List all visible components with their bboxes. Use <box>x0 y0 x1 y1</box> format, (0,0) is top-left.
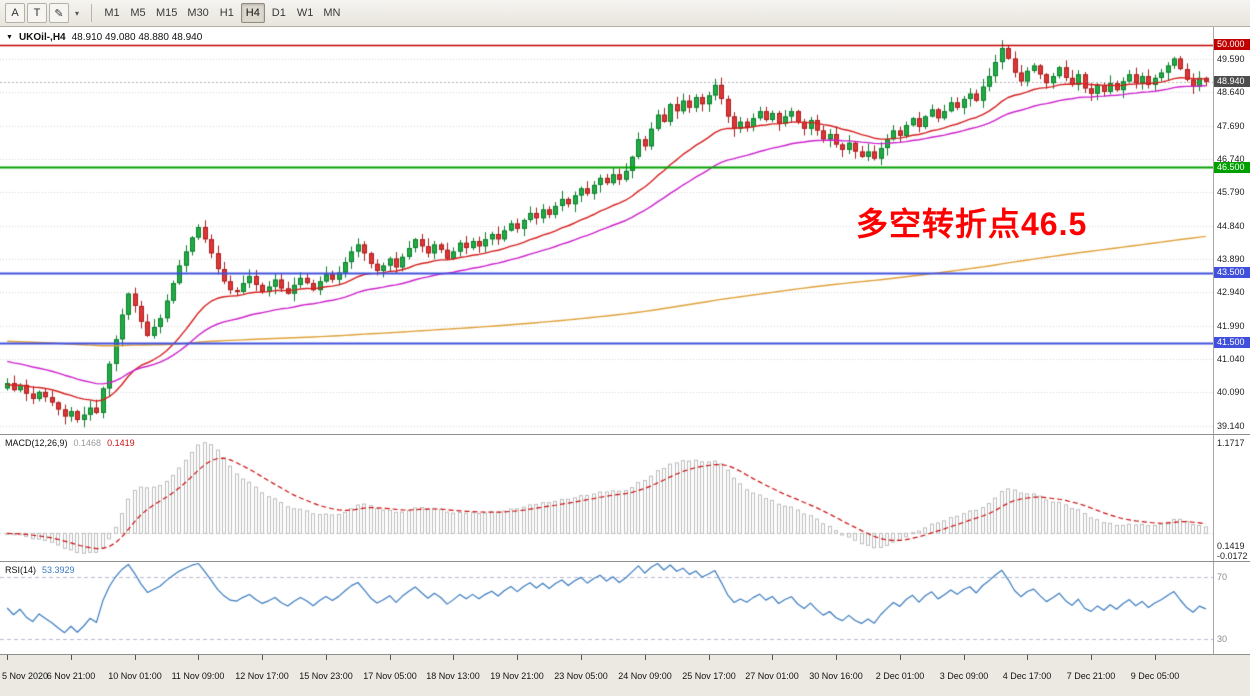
time-tick <box>709 655 710 660</box>
rsi-scale[interactable]: 70 30 <box>1213 562 1250 654</box>
time-axis-label: 3 Dec 09:00 <box>939 671 989 681</box>
support-43-5-badge: 43.500 <box>1214 267 1250 279</box>
scale-label: 40.090 <box>1217 387 1245 398</box>
chart-symbol-timeframe: UKOil-,H4 <box>18 32 66 43</box>
chart-ohlc-values: 48.910 49.080 48.880 48.940 <box>71 32 203 43</box>
macd-signal-value: 0.1419 <box>107 438 135 448</box>
time-axis-label: 27 Nov 01:00 <box>745 671 799 681</box>
scale-label: 46.740 <box>1217 153 1245 164</box>
macd-scale[interactable]: 1.1717 0.1419 -0.0172 <box>1213 435 1250 561</box>
price-chart-canvas[interactable] <box>0 27 1213 434</box>
scale-label: 48.640 <box>1217 87 1245 98</box>
scale-label: 41.040 <box>1217 353 1245 364</box>
chart-menu-icon[interactable]: ▼ <box>6 34 13 41</box>
rsi-canvas[interactable] <box>0 562 1213 654</box>
time-tick <box>7 655 8 660</box>
time-axis-label: 24 Nov 09:00 <box>618 671 672 681</box>
text-t-button[interactable]: T <box>27 3 47 23</box>
support-41-5-badge: 41.500 <box>1214 337 1250 349</box>
price-scale[interactable]: 49.590 48.640 47.690 46.740 45.790 44.840 43.8… <box>1213 27 1250 434</box>
scale-label: 47.690 <box>1217 120 1245 131</box>
pivot-46-5-badge: 46.500 <box>1214 161 1250 173</box>
draw-dropdown-button[interactable]: ▾ <box>74 8 79 18</box>
scale-label: 0.1419 <box>1217 541 1245 551</box>
scale-label: 30 <box>1217 633 1228 644</box>
time-axis-label: 12 Nov 17:00 <box>235 671 289 681</box>
time-tick <box>772 655 773 660</box>
draw-tool-button[interactable]: ✎ <box>49 3 69 23</box>
time-axis-label: 7 Dec 21:00 <box>1066 671 1116 681</box>
macd-label: MACD(12,26,9) 0.1468 0.1419 <box>5 438 135 448</box>
time-tick <box>1027 655 1028 660</box>
current-price-badge: 48.940 <box>1214 76 1250 88</box>
time-tick <box>1091 655 1092 660</box>
resistance-50-badge: 50.000 <box>1214 39 1250 51</box>
time-axis-label: 30 Nov 16:00 <box>809 671 863 681</box>
macd-panel: MACD(12,26,9) 0.1468 0.1419 1.1717 0.1419… <box>0 434 1250 561</box>
time-axis-label: 2 Dec 01:00 <box>875 671 925 681</box>
time-axis-label: 18 Nov 13:00 <box>426 671 480 681</box>
chart-annotation-text: 多空转折点46.5 <box>856 206 1088 242</box>
macd-main-value: 0.1468 <box>73 438 102 448</box>
timeframe-h4-button[interactable]: H4 <box>240 3 265 23</box>
rsi-value: 53.3929 <box>42 565 75 575</box>
time-tick <box>198 655 199 660</box>
timeframe-m15-button[interactable]: M15 <box>156 7 178 19</box>
scale-label: -0.0172 <box>1217 551 1248 561</box>
time-tick <box>262 655 263 660</box>
toolbar: A T ✎ ▾ M1 M5 M15 M30 H1 H4 D1 W1 MN <box>0 0 1250 27</box>
rsi-name: RSI(14) <box>5 565 37 575</box>
time-tick <box>517 655 518 660</box>
scale-label: 45.790 <box>1217 187 1245 198</box>
scale-label: 1.1717 <box>1217 438 1245 448</box>
rsi-label: RSI(14) 53.3929 <box>5 565 75 575</box>
time-tick <box>964 655 965 660</box>
scale-label: 42.940 <box>1217 287 1245 298</box>
timeframe-m5-button[interactable]: M5 <box>130 7 146 19</box>
time-axis-label: 17 Nov 05:00 <box>363 671 417 681</box>
time-axis-label: 10 Nov 01:00 <box>108 671 162 681</box>
time-tick <box>135 655 136 660</box>
timeframe-m30-button[interactable]: M30 <box>187 7 209 19</box>
scale-label: 41.990 <box>1217 320 1245 331</box>
chart-title: ▼ UKOil-,H4 48.910 49.080 48.880 48.940 <box>6 32 202 43</box>
timeframe-mn-button[interactable]: MN <box>323 7 341 19</box>
time-tick <box>1155 655 1156 660</box>
time-tick <box>645 655 646 660</box>
time-tick <box>836 655 837 660</box>
time-tick <box>71 655 72 660</box>
scale-label: 49.590 <box>1217 53 1245 64</box>
time-axis-label: 4 Dec 17:00 <box>1002 671 1052 681</box>
time-axis-label: 5 Nov 2020 <box>2 671 49 681</box>
time-axis-label: 15 Nov 23:00 <box>299 671 353 681</box>
macd-canvas[interactable] <box>0 435 1213 561</box>
timeframe-h1-button[interactable]: H1 <box>219 7 234 19</box>
time-axis-label: 25 Nov 17:00 <box>682 671 736 681</box>
timeframe-m1-button[interactable]: M1 <box>104 7 120 19</box>
time-axis[interactable]: 5 Nov 2020 6 Nov 21:00 10 Nov 01:00 11 Nov … <box>0 654 1250 696</box>
time-axis-label: 6 Nov 21:00 <box>46 671 96 681</box>
time-axis-label: 19 Nov 21:00 <box>490 671 544 681</box>
time-tick <box>900 655 901 660</box>
rsi-panel: RSI(14) 53.3929 70 30 <box>0 561 1250 654</box>
timeframe-w1-button[interactable]: W1 <box>296 7 314 19</box>
scale-label: 39.140 <box>1217 420 1245 431</box>
timeframe-d1-button[interactable]: D1 <box>271 7 286 19</box>
toolbar-separator <box>91 4 92 22</box>
time-tick <box>453 655 454 660</box>
scale-label: 44.840 <box>1217 220 1245 231</box>
annotate-a-button[interactable]: A <box>5 3 25 23</box>
time-tick <box>581 655 582 660</box>
time-axis-label: 9 Dec 05:00 <box>1130 671 1180 681</box>
time-axis-label: 11 Nov 09:00 <box>171 671 225 681</box>
scale-label: 43.890 <box>1217 253 1245 264</box>
scale-label: 70 <box>1217 572 1228 583</box>
time-axis-label: 23 Nov 05:00 <box>554 671 608 681</box>
main-chart-panel: ▼ UKOil-,H4 48.910 49.080 48.880 48.940 … <box>0 27 1250 434</box>
time-tick <box>326 655 327 660</box>
time-tick <box>390 655 391 660</box>
macd-name: MACD(12,26,9) <box>5 438 68 448</box>
